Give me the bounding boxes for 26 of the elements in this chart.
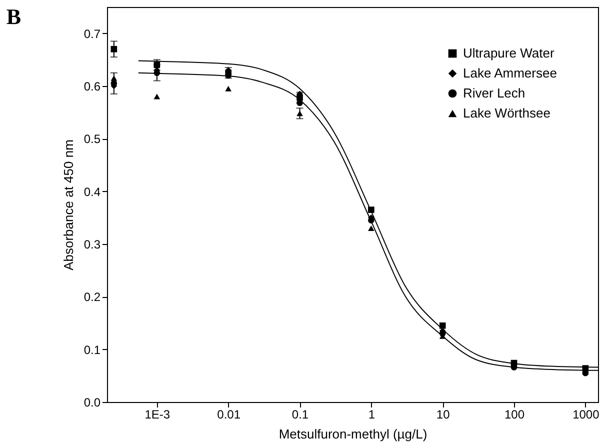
point xyxy=(225,86,232,92)
point xyxy=(154,94,160,100)
x-tick-label: 10 xyxy=(436,408,450,422)
y-axis-title: Absorbance at 450 nm xyxy=(60,140,76,270)
x-tick-label: 1 xyxy=(368,408,376,422)
x-tick-label: 100 xyxy=(504,408,525,422)
y-tick-label: 0.1 xyxy=(84,342,101,357)
point xyxy=(439,322,446,329)
x-tick-label: 1000 xyxy=(572,408,600,422)
y-tick-label: 0.7 xyxy=(84,26,101,41)
x-tick-label: 0.01 xyxy=(217,408,241,422)
x-tick-label: 1E-3 xyxy=(144,408,170,422)
y-tick-label: 0.3 xyxy=(84,238,101,252)
legend-label: Lake Wörthsee xyxy=(463,106,550,120)
x-tick-label: 0.1 xyxy=(292,408,309,422)
x-axis-title: Metsulfuron-methyl (µg/L) xyxy=(278,426,428,442)
y-tick-label: 0.6 xyxy=(84,80,101,94)
point xyxy=(368,225,374,231)
y-tick-label: 0.4 xyxy=(84,184,101,199)
chart-title: B xyxy=(6,4,22,29)
legend-label: Ultrapure Water xyxy=(463,46,555,60)
legend-label: River Lech xyxy=(463,86,526,100)
y-tick-label: 0.5 xyxy=(84,132,101,146)
legend-label: Lake Ammersee xyxy=(463,66,557,80)
y-tick-label: 0.0 xyxy=(84,396,101,410)
y-tick-label: 0.2 xyxy=(84,290,101,304)
